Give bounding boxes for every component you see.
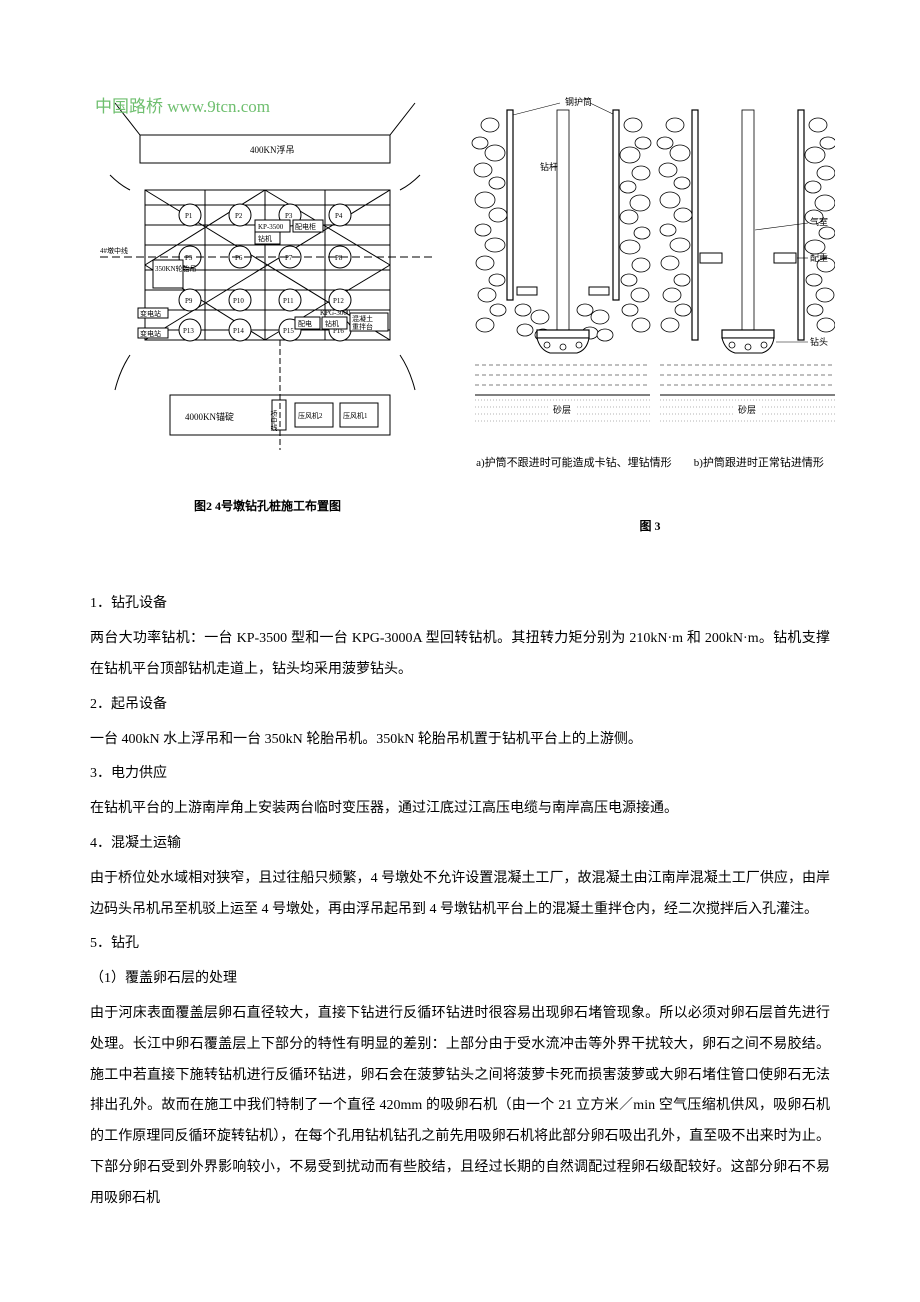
svg-text:变电站: 变电站 (140, 309, 161, 318)
svg-text:气室: 气室 (810, 216, 828, 227)
svg-text:钻杆: 钻杆 (540, 161, 558, 172)
svg-text:钻机: 钻机 (258, 234, 272, 243)
figure-3-subcaption-b: b)护筒跟进时正常钻进情形 (694, 451, 824, 475)
figure-3-diagram: 钢护筒 (465, 95, 835, 505)
svg-text:配电: 配电 (298, 319, 312, 328)
svg-text:P14: P14 (233, 327, 244, 335)
svg-text:压风机1: 压风机1 (343, 411, 368, 420)
svg-text:桥中线: 桥中线 (270, 409, 278, 431)
svg-text:P13: P13 (183, 327, 194, 335)
svg-text:钻机: 钻机 (325, 319, 339, 328)
section-3-paragraph: 在钻机平台的上游南岸角上安装两台临时变压器，通过江底过江高压电缆与南岸高压电源接… (90, 794, 830, 825)
svg-text:P1: P1 (185, 212, 193, 220)
figure-2-diagram: 400KN浮吊 (90, 95, 445, 485)
svg-text:配重: 配重 (810, 252, 828, 263)
svg-text:P9: P9 (185, 297, 193, 305)
svg-text:P4: P4 (335, 212, 343, 220)
section-5-title: 5．钻孔 (90, 929, 830, 960)
svg-text:P11: P11 (283, 297, 294, 305)
svg-text:P8: P8 (335, 254, 343, 262)
svg-text:P6: P6 (235, 254, 243, 262)
figures-row: 400KN浮吊 (90, 95, 830, 539)
barge-label: 400KN浮吊 (250, 144, 295, 155)
section-4-paragraph: 由于桥位处水域相对狭窄，且过往船只频繁，4 号墩处不允许设置混凝土工厂，故混凝土… (90, 864, 830, 926)
svg-text:P7: P7 (285, 254, 293, 262)
figure-3-caption: 图 3 (639, 513, 660, 539)
svg-text:P10: P10 (233, 297, 244, 305)
svg-text:重拌台: 重拌台 (352, 322, 373, 331)
section-4-title: 4．混凝土运输 (90, 829, 830, 860)
svg-text:钢护筒: 钢护筒 (565, 96, 592, 107)
watermark-text: 中国路桥 www.9tcn.com (95, 88, 270, 125)
svg-text:砂层: 砂层 (553, 404, 571, 415)
svg-text:P15: P15 (283, 327, 294, 335)
section-2-paragraph: 一台 400kN 水上浮吊和一台 350kN 轮胎吊机。350kN 轮胎吊机置于… (90, 725, 830, 756)
svg-text:变电站: 变电站 (140, 329, 161, 338)
svg-text:P5: P5 (185, 254, 193, 262)
section-1-title: 1．钻孔设备 (90, 589, 830, 620)
svg-text:压风机2: 压风机2 (298, 411, 323, 420)
svg-text:P3: P3 (285, 212, 293, 220)
svg-text:钻头: 钻头 (810, 336, 828, 347)
section-5-paragraph-1: 由于河床表面覆盖层卵石直径较大，直接下钻进行反循环钻进时很容易出现卵石堵管现象。… (90, 999, 830, 1215)
section-3-title: 3．电力供应 (90, 759, 830, 790)
figure-2-caption: 图2 4号墩钻孔桩施工布置图 (194, 493, 341, 519)
svg-text:P12: P12 (333, 297, 344, 305)
svg-text:配电柜: 配电柜 (295, 222, 316, 231)
svg-text:4#墩中线: 4#墩中线 (100, 246, 128, 255)
svg-text:KP-3500: KP-3500 (258, 223, 284, 231)
section-2-title: 2．起吊设备 (90, 690, 830, 721)
figure-2-container: 400KN浮吊 (90, 95, 445, 519)
body-text: 1．钻孔设备 两台大功率钻机：一台 KP-3500 型和一台 KPG-3000A… (90, 589, 830, 1214)
svg-text:4000KN锚碇: 4000KN锚碇 (185, 411, 234, 422)
section-1-paragraph: 两台大功率钻机：一台 KP-3500 型和一台 KPG-3000A 型回转钻机。… (90, 624, 830, 686)
figure-3-subcaption-a: a)护筒不跟进时可能造成卡钻、埋钻情形 (476, 451, 672, 475)
svg-text:P2: P2 (235, 212, 243, 220)
svg-text:混凝土: 混凝土 (352, 314, 373, 323)
svg-text:KPG-3000: KPG-3000 (320, 309, 351, 317)
figure-3-container: 钢护筒 (465, 95, 835, 539)
svg-text:砂层: 砂层 (738, 404, 756, 415)
svg-text:350KN轮胎吊: 350KN轮胎吊 (155, 264, 197, 273)
section-5-sub-1: （1）覆盖卵石层的处理 (90, 964, 830, 995)
